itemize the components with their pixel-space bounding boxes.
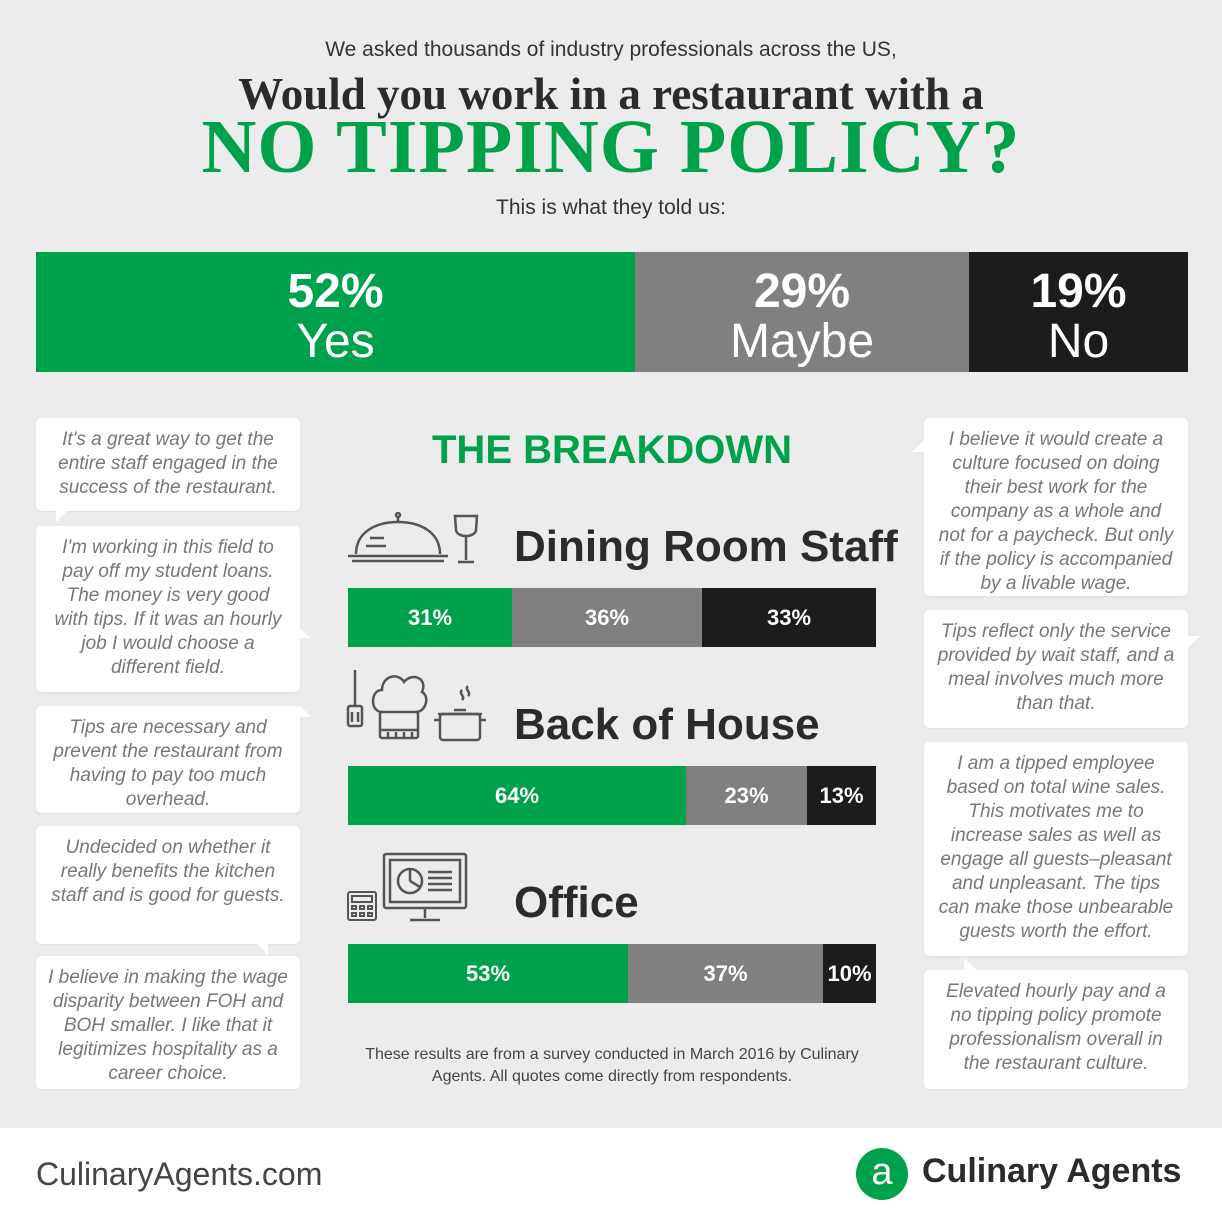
quote-left-5: I believe in making the wage disparity b… bbox=[36, 956, 300, 1089]
bar-segment-maybe: 37% bbox=[628, 944, 823, 1003]
quote-left-2: I'm working in this field to pay off my … bbox=[36, 526, 300, 692]
quote-tail bbox=[912, 440, 924, 452]
quote-tail bbox=[299, 705, 311, 717]
overall-answer-label: Yes bbox=[296, 315, 375, 368]
overall-percent-label: 52% bbox=[287, 265, 384, 318]
overall-answer-label: No bbox=[1047, 315, 1110, 368]
quote-right-1: I believe it would create a culture focu… bbox=[924, 418, 1188, 596]
wine-glass-icon bbox=[453, 514, 479, 564]
bar-segment-no: 33% bbox=[702, 588, 876, 647]
overall-segment-yes: 52% Yes bbox=[36, 252, 635, 372]
category-label-back-of-house: Back of House bbox=[514, 700, 820, 749]
bar-segment-yes: 31% bbox=[348, 588, 512, 647]
overall-percent-label: 29% bbox=[753, 265, 851, 318]
office-stacked-bar: 53% 37% 10% bbox=[348, 944, 876, 1003]
bar-segment-no: 10% bbox=[823, 944, 876, 1003]
told-text: This is what they told us: bbox=[496, 196, 726, 219]
site-link[interactable]: CulinaryAgents.com bbox=[36, 1156, 323, 1192]
computer-monitor-icon bbox=[382, 852, 468, 922]
policy-title: NO TIPPING POLICY? bbox=[201, 105, 1021, 189]
quote-right-3: I am a tipped employee based on total wi… bbox=[924, 742, 1188, 956]
quote-tail bbox=[256, 943, 268, 955]
chef-hat-icon bbox=[371, 675, 428, 740]
quote-tail bbox=[964, 958, 976, 970]
overall-percent-label: 19% bbox=[1030, 265, 1127, 318]
quote-left-4: Undecided on whether it really benefits … bbox=[36, 826, 300, 944]
overall-answer-label: Maybe bbox=[729, 315, 875, 368]
culinary-agents-logo-icon: a bbox=[856, 1148, 908, 1200]
bar-segment-maybe: 23% bbox=[686, 766, 807, 825]
spatula-icon bbox=[346, 670, 364, 728]
cloche-icon bbox=[348, 512, 448, 563]
brand-name: Culinary Agents bbox=[922, 1152, 1182, 1190]
survey-footnote: These results are from a survey conducte… bbox=[365, 1046, 859, 1085]
overall-stacked-bar: 52% Yes 29% Maybe 19% No bbox=[36, 252, 1188, 372]
quote-left-1: It's a great way to get the entire staff… bbox=[36, 418, 300, 511]
bar-segment-yes: 53% bbox=[348, 944, 628, 1003]
intro-text: We asked thousands of industry professio… bbox=[325, 38, 897, 61]
bar-segment-no: 13% bbox=[807, 766, 876, 825]
quote-tail bbox=[299, 628, 311, 638]
cooking-pot-icon bbox=[434, 685, 486, 742]
bar-segment-maybe: 36% bbox=[512, 588, 702, 647]
category-label-office: Office bbox=[514, 878, 639, 927]
back-of-house-stacked-bar: 64% 23% 13% bbox=[348, 766, 876, 825]
quote-right-4: Elevated hourly pay and a no tipping pol… bbox=[924, 970, 1188, 1089]
quote-left-3: Tips are necessary and prevent the resta… bbox=[36, 706, 300, 813]
quote-right-2: Tips reflect only the service provided b… bbox=[924, 610, 1188, 728]
quote-tail bbox=[1188, 636, 1200, 648]
headline: Would you work in a restaurant with a bbox=[238, 69, 984, 119]
quote-tail bbox=[56, 510, 68, 522]
calculator-icon bbox=[347, 891, 377, 921]
dining-room-stacked-bar: 31% 36% 33% bbox=[348, 588, 876, 647]
breakdown-title: THE BREAKDOWN bbox=[432, 428, 792, 472]
bar-segment-yes: 64% bbox=[348, 766, 686, 825]
category-label-dining-room-staff: Dining Room Staff bbox=[514, 522, 898, 571]
footer bbox=[0, 1128, 1222, 1222]
overall-segment-maybe: 29% Maybe bbox=[635, 252, 969, 372]
overall-segment-no: 19% No bbox=[969, 252, 1188, 372]
